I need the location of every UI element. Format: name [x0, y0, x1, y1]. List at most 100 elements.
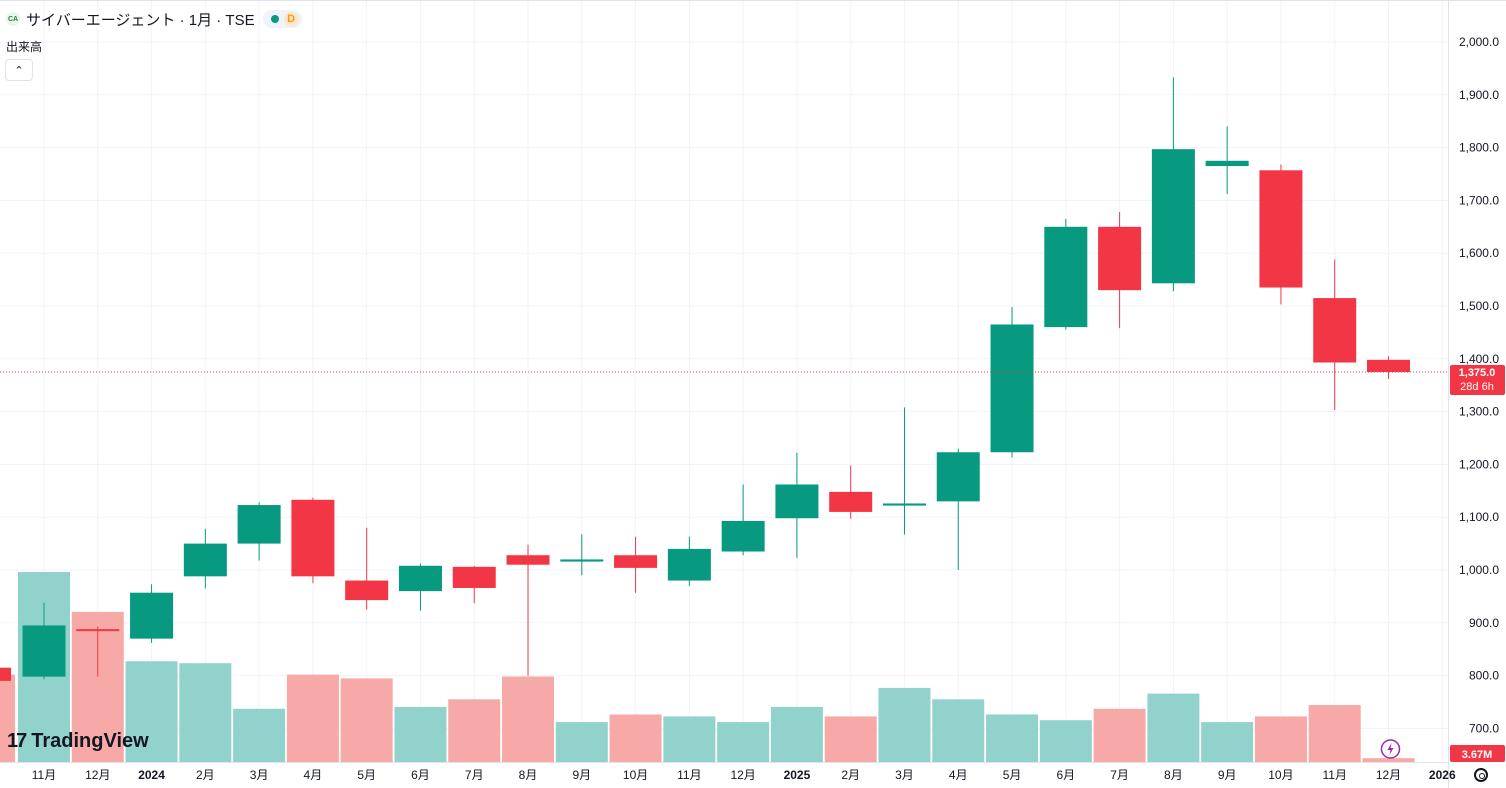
candle-body	[829, 491, 873, 512]
volume-value-tag	[1450, 745, 1505, 762]
market-status-dot-icon	[270, 15, 279, 23]
candle-body	[1205, 160, 1249, 167]
last-price-tag	[1450, 365, 1505, 395]
candle-body	[291, 499, 335, 577]
time-tick-label: 4月	[949, 768, 968, 782]
candle-body	[76, 629, 120, 632]
candle-body	[560, 559, 604, 562]
candle-body	[452, 566, 496, 588]
volume-bar	[555, 722, 608, 762]
volume-bar	[1254, 716, 1307, 762]
time-tick-label: 12月	[730, 768, 755, 782]
candle-body	[345, 580, 389, 601]
candle-body	[398, 565, 442, 592]
time-tick-label: 3月	[250, 768, 269, 782]
volume-bar	[663, 716, 716, 762]
volume-bar	[878, 687, 931, 762]
candle-body	[22, 625, 66, 677]
volume-bar	[394, 706, 447, 762]
time-tick-label: 11月	[1322, 768, 1346, 782]
volume-bar	[125, 661, 178, 762]
time-tick-label: 12月	[1376, 768, 1401, 782]
price-tick-label: 1,900.0	[1459, 88, 1499, 102]
price-tick-label: 1,000.0	[1459, 563, 1499, 577]
candle-body	[882, 503, 926, 506]
candle-body	[1044, 226, 1088, 328]
volume-bar	[770, 706, 823, 762]
price-tick-label: 1,400.0	[1459, 352, 1499, 366]
interval-badge: D	[283, 11, 299, 27]
candle-body	[506, 555, 550, 565]
candle-body	[1151, 149, 1195, 284]
grid-lines	[0, 0, 1506, 762]
volume-bar	[502, 676, 555, 762]
gear-icon[interactable]	[1474, 768, 1488, 782]
price-tick-label: 700.0	[1469, 721, 1499, 735]
price-tick-label: 1,700.0	[1459, 193, 1499, 207]
candle-body	[1367, 359, 1410, 372]
price-tick-label: 1,300.0	[1459, 405, 1499, 419]
volume-value-label: 3.67M	[1462, 749, 1493, 761]
candle-body	[183, 543, 227, 577]
price-tick-label: 800.0	[1469, 669, 1499, 683]
last-price-label: 1,375.0	[1459, 367, 1496, 379]
time-tick-label: 6月	[411, 768, 430, 782]
time-tick-label: 2月	[196, 768, 215, 782]
price-tick-label: 1,600.0	[1459, 246, 1499, 260]
time-tick-label: 5月	[357, 768, 376, 782]
countdown-label: 28d 6h	[1460, 381, 1494, 393]
time-tick-label: 6月	[1056, 768, 1075, 782]
price-tick-label: 1,800.0	[1459, 141, 1499, 155]
price-tick-label: 1,500.0	[1459, 299, 1499, 313]
symbol-logo-icon: CA	[6, 12, 20, 26]
volume-bar	[824, 716, 877, 762]
price-tick-label: 1,200.0	[1459, 457, 1499, 471]
volume-bar	[340, 678, 393, 762]
volume-bar	[233, 708, 286, 762]
time-tick-label: 7月	[1110, 768, 1129, 782]
time-tick-label: 8月	[1164, 768, 1183, 782]
time-axis[interactable]: 11月 12月 2024 2月 3月 4月 5月 6月 7月 8月 9月 10月 11月 12月 2025 2…	[0, 762, 1456, 783]
time-tick-label: 9月	[1218, 768, 1237, 782]
time-tick-label: 5月	[1003, 768, 1022, 782]
chevron-up-icon: ⌃	[14, 64, 24, 77]
chart-header: CA サイバーエージェント · 1月 · TSE D	[6, 10, 302, 29]
volume-bar	[1093, 708, 1146, 762]
volume-bar	[448, 699, 501, 762]
volume-bar	[179, 663, 232, 762]
volume-indicator-label[interactable]: 出来高	[6, 40, 43, 54]
volume-bar	[1147, 693, 1200, 762]
time-tick-label: 10月	[1268, 768, 1293, 782]
volume-bar	[609, 714, 662, 762]
candle-body	[667, 548, 711, 581]
volume-bar	[1308, 705, 1361, 762]
price-axis[interactable]: 2,000.0 1,900.0 1,800.0 1,700.0 1,600.0 1,500…	[1448, 0, 1506, 788]
candle-body	[990, 324, 1034, 453]
status-pill[interactable]: D	[262, 10, 302, 28]
time-tick-label: 8月	[519, 768, 538, 782]
time-tick-label: 2026	[1429, 768, 1456, 782]
time-tick-label: 10月	[623, 768, 648, 782]
time-tick-label: 4月	[304, 768, 323, 782]
candle-body	[614, 555, 658, 568]
time-tick-label: 11月	[32, 768, 56, 782]
price-tick-label: 1,100.0	[1459, 510, 1499, 524]
volume-bar	[932, 699, 985, 762]
candlesticks[interactable]	[0, 77, 1410, 759]
time-tick-label: 2024	[138, 768, 165, 782]
volume-bar	[717, 722, 770, 762]
candle-body	[0, 667, 11, 681]
volume-bar	[1039, 720, 1092, 762]
tradingview-logo-icon: 17	[7, 730, 27, 752]
time-tick-label: 7月	[465, 768, 484, 782]
price-tick-label: 2,000.0	[1459, 35, 1499, 49]
volume-bar	[0, 674, 15, 762]
volume-bar	[1201, 722, 1254, 762]
tradingview-watermark: 17 TradingView	[7, 730, 149, 753]
symbol-title[interactable]: サイバーエージェント · 1月 · TSE	[26, 11, 255, 29]
time-tick-label: 2月	[841, 768, 860, 782]
volume-bars	[0, 572, 1415, 762]
collapse-button[interactable]: ⌃	[5, 59, 33, 81]
time-tick-label: 3月	[895, 768, 914, 782]
